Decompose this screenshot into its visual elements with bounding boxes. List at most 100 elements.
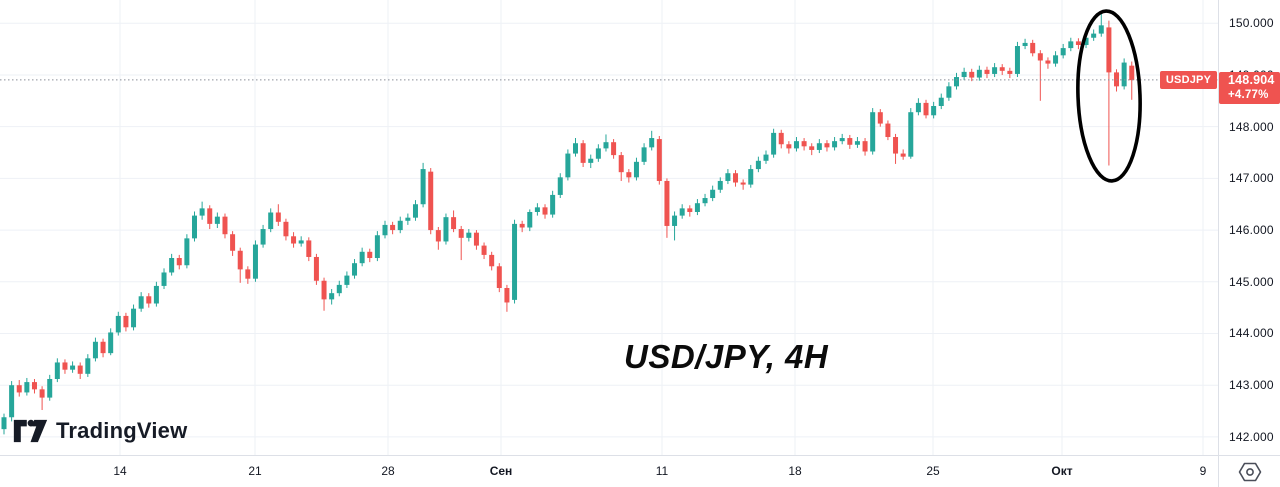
time-tick-month-label: Сен <box>489 464 513 478</box>
time-tick-label: 21 <box>248 464 262 478</box>
candle-body <box>534 207 540 212</box>
candle-body <box>946 86 952 98</box>
candle-body <box>92 341 98 359</box>
candle-body <box>755 160 761 170</box>
candle-body <box>54 362 60 379</box>
last-price-box: 148.904 +4.77% <box>1219 72 1280 104</box>
candle-body <box>512 223 518 300</box>
candle-body <box>649 138 655 148</box>
candle-body <box>230 234 236 251</box>
axis-corner <box>1218 455 1280 487</box>
time-tick-label: 28 <box>381 464 395 478</box>
axis-settings-icon[interactable] <box>1238 462 1262 482</box>
candle-body <box>763 154 769 161</box>
annotation-ellipse[interactable] <box>1075 9 1143 183</box>
candle-body <box>778 132 784 145</box>
candle-body <box>915 102 921 113</box>
candle-body <box>1098 25 1104 34</box>
candle-body <box>458 229 464 238</box>
candle-body <box>260 229 266 245</box>
price-tick-label: 148.000 <box>1229 119 1274 134</box>
candle-body <box>519 223 525 228</box>
price-tick-label: 145.000 <box>1229 274 1274 289</box>
candle-body <box>214 216 220 224</box>
candle-body <box>199 208 205 216</box>
candle-body <box>626 172 632 178</box>
candle-body <box>115 315 121 333</box>
candle-body <box>1037 53 1043 61</box>
candle-body <box>710 189 716 199</box>
candle-body <box>100 341 106 354</box>
candle-body <box>397 220 403 231</box>
candle-body <box>687 208 693 212</box>
candle-body <box>931 105 937 116</box>
candle-body <box>900 153 906 157</box>
candle-body <box>329 293 335 300</box>
candle-body <box>672 215 678 226</box>
candle-body <box>161 272 167 286</box>
price-tick-label: 143.000 <box>1229 378 1274 393</box>
candle-body <box>938 97 944 106</box>
time-axis[interactable]: 14 21 28 Сен 11 18 25 Окт 9 <box>0 455 1218 487</box>
candle-body <box>192 215 197 239</box>
candle-body <box>786 144 792 149</box>
candle-body <box>306 240 312 257</box>
candle-body <box>1129 65 1135 81</box>
candle-body <box>717 180 723 190</box>
candle-body <box>1014 46 1020 74</box>
candle-body <box>999 67 1005 71</box>
price-axis[interactable]: 150.000149.000148.000147.000146.000145.0… <box>1218 0 1280 455</box>
candle-body <box>793 141 799 149</box>
candle-body <box>557 177 563 195</box>
candle-body <box>725 173 731 181</box>
candle-body <box>1083 37 1089 45</box>
candle-body <box>588 158 594 163</box>
candle-body <box>313 256 319 281</box>
candle-body <box>291 236 297 244</box>
last-price-value: 148.904 <box>1228 73 1275 87</box>
price-change-percent: +4.77% <box>1228 89 1269 101</box>
candle-body <box>816 143 822 150</box>
candle-body <box>618 155 624 173</box>
candle-body <box>24 382 30 393</box>
candle-body <box>62 362 68 370</box>
candle-body <box>451 217 457 230</box>
candle-body <box>862 141 868 152</box>
time-tick-month-label: Окт <box>1051 464 1073 478</box>
candle-body <box>748 169 754 185</box>
candle-body <box>656 139 662 181</box>
candle-body <box>268 212 274 230</box>
candle-body <box>435 230 441 242</box>
candle-body <box>976 69 982 78</box>
chart-title: USD/JPY, 4H <box>624 338 829 375</box>
candle-body <box>1068 41 1074 49</box>
candle-body <box>504 287 510 303</box>
candle-body <box>77 365 83 374</box>
candle-body <box>1106 27 1112 73</box>
candle-body <box>1045 60 1051 64</box>
candle-body <box>527 211 533 228</box>
candle-body <box>885 123 891 138</box>
candle-body <box>893 137 899 154</box>
candle-body <box>237 250 243 270</box>
time-tick-label: 25 <box>926 464 940 478</box>
time-tick-label: 9 <box>1199 464 1207 478</box>
candle-body <box>1114 72 1120 87</box>
candle-body <box>481 245 487 255</box>
candle-body <box>39 389 45 398</box>
price-tick-label: 147.000 <box>1229 171 1274 186</box>
candle-body <box>390 224 396 231</box>
candle-body <box>283 221 289 237</box>
candle-body <box>633 161 639 178</box>
candle-body <box>138 296 144 309</box>
candle-body <box>1030 42 1036 54</box>
candle-body <box>382 224 388 236</box>
candle-body <box>1121 62 1127 87</box>
candle-body <box>146 296 152 304</box>
candle-body <box>222 216 228 235</box>
candle-body <box>336 284 342 294</box>
tradingview-logo[interactable]: TradingView <box>12 416 187 446</box>
candle-body <box>801 141 807 147</box>
candlestick-plot[interactable] <box>0 0 1218 455</box>
